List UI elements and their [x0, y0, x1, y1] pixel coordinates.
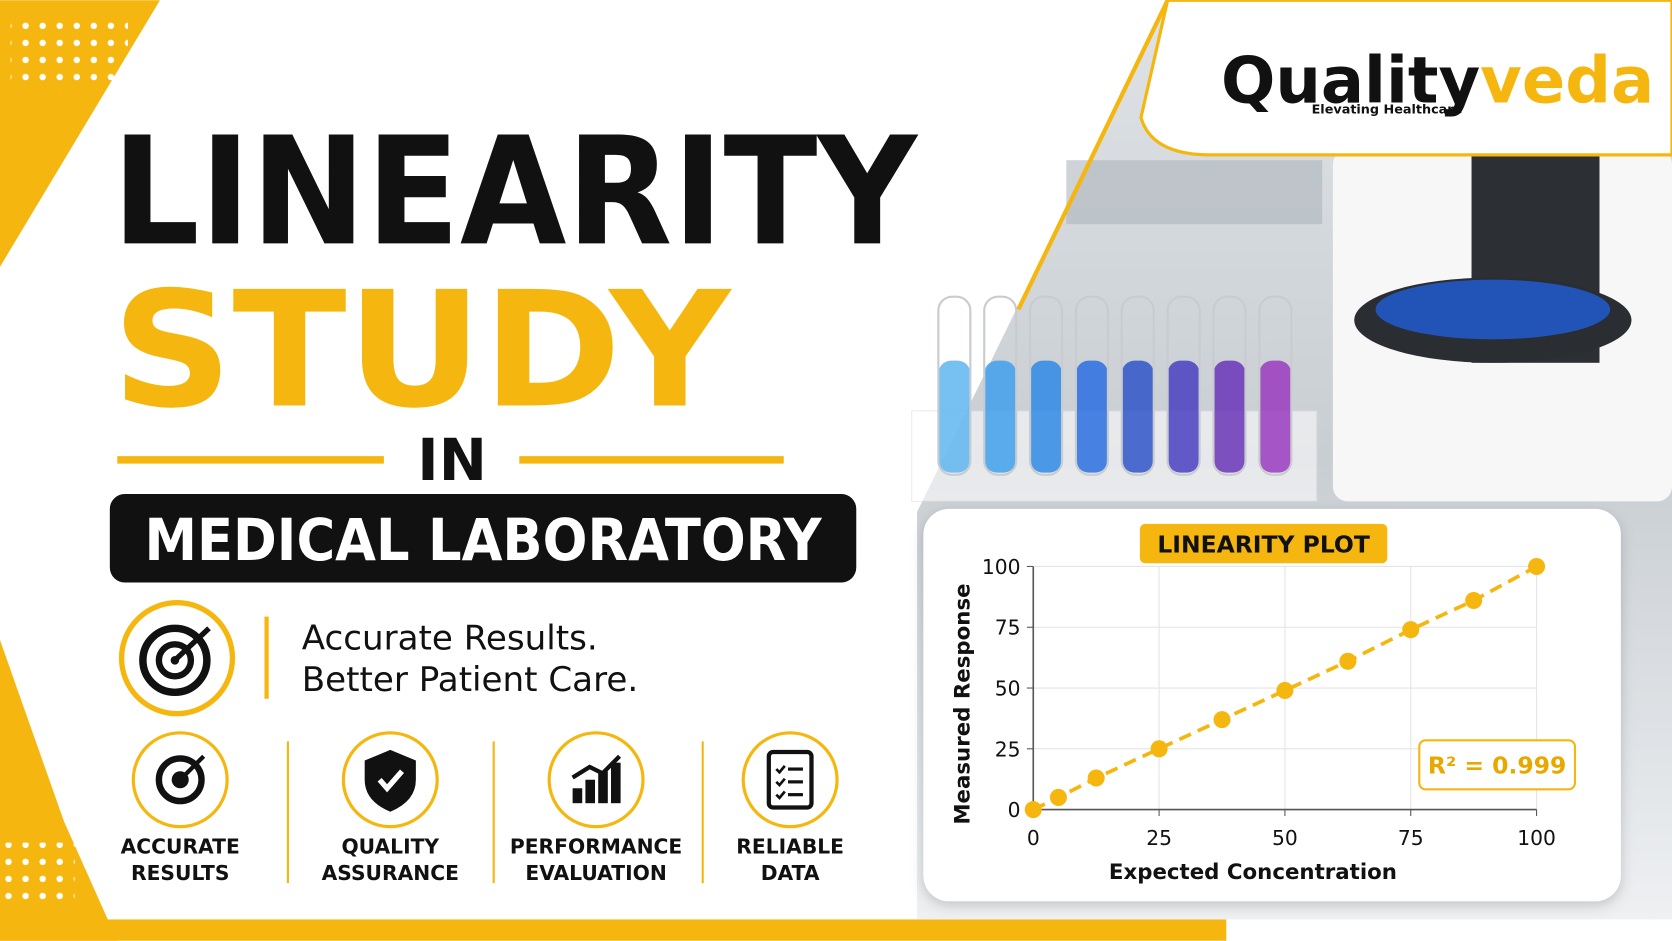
- annotation: R² = 0.999: [1428, 751, 1566, 779]
- icon: [598, 771, 608, 804]
- feature-label: RESULTS: [131, 861, 229, 885]
- annotation-box: [1418, 739, 1577, 791]
- feature: ACCURATE RESULTS: [121, 731, 240, 885]
- feature: QUALITY ASSURANCE: [322, 731, 459, 885]
- icon: [377, 769, 405, 793]
- feature-icon: [547, 731, 645, 829]
- tube: [1212, 295, 1247, 476]
- deco: [10, 16, 128, 91]
- feature-label: DATA: [761, 861, 820, 885]
- x-tick-label: 50: [1272, 826, 1298, 850]
- deco: [0, 842, 75, 907]
- y-tick-label: 50: [995, 676, 1021, 700]
- x-tick-label: 25: [1146, 826, 1172, 850]
- chart-panel: [923, 508, 1621, 902]
- data-point: [1049, 788, 1067, 806]
- y-tick-label: 0: [1008, 798, 1021, 822]
- tube-liquid: [938, 360, 971, 473]
- x-tick-label: 100: [1517, 826, 1556, 850]
- tube: [1166, 295, 1201, 476]
- y-tick-label: 25: [995, 737, 1021, 761]
- headline: STUDY: [112, 257, 733, 443]
- feature: PERFORMANCE EVALUATION: [510, 731, 682, 885]
- logo-tagline: Elevating Healthcare: [1312, 102, 1463, 117]
- feature: RELIABLE DATA: [736, 731, 844, 885]
- chart-title: LINEARITY PLOT: [1157, 531, 1370, 559]
- tube-liquid: [984, 360, 1017, 473]
- tube: [983, 295, 1018, 476]
- data-line: [1032, 564, 1538, 812]
- tube-liquid: [1075, 360, 1108, 473]
- data-point: [1402, 621, 1420, 639]
- tube-liquid: [1167, 360, 1200, 473]
- feature-label: ASSURANCE: [322, 861, 459, 885]
- feature-label: PERFORMANCE: [510, 834, 682, 858]
- feature-label: ACCURATE: [121, 834, 240, 858]
- icon: [775, 765, 786, 775]
- tube: [1074, 295, 1109, 476]
- icon: [775, 777, 786, 788]
- tube-liquid: [1121, 360, 1154, 473]
- data-point: [1465, 591, 1483, 610]
- icon: [155, 755, 205, 805]
- icon: [775, 790, 786, 800]
- data-point: [1528, 557, 1546, 575]
- icon: [585, 779, 596, 804]
- data-point: [1150, 740, 1168, 758]
- feature-label: QUALITY: [341, 834, 439, 858]
- icon: [611, 762, 621, 804]
- y-axis-label: Measured Response: [950, 583, 975, 824]
- tagline: Better Patient Care.: [302, 660, 638, 700]
- tube: [1258, 295, 1293, 476]
- x-axis-label: Expected Concentration: [1109, 860, 1397, 885]
- logo: Qualityveda Elevating Healthcare: [1139, 0, 1672, 157]
- y-tick-label: 75: [995, 616, 1021, 640]
- icon: [572, 788, 583, 804]
- tube: [1029, 295, 1064, 476]
- feature-label: EVALUATION: [525, 861, 666, 885]
- icon: [178, 754, 206, 782]
- logo-text: Qualityveda: [1221, 45, 1654, 119]
- tube-liquid: [1030, 360, 1063, 473]
- x-tick-label: 75: [1398, 826, 1424, 850]
- deco: [0, 919, 1227, 941]
- banner: [109, 493, 857, 583]
- headline: LINEARITY: [112, 105, 919, 279]
- data-point: [1087, 769, 1105, 787]
- feature-icon: [741, 731, 839, 829]
- tube: [1120, 295, 1155, 476]
- data-point: [1339, 652, 1357, 670]
- feature-label: RELIABLE: [736, 834, 844, 858]
- y-tick-label: 100: [982, 555, 1021, 579]
- data-point: [1024, 801, 1042, 819]
- tube-liquid: [1213, 360, 1246, 473]
- brand: Quality: [1221, 45, 1480, 119]
- icon: [766, 749, 814, 810]
- target-icon: [118, 600, 236, 717]
- tube-liquid: [1259, 360, 1292, 473]
- headline: MEDICAL LABORATORY: [144, 507, 822, 574]
- icon: [571, 754, 622, 780]
- tube: [937, 295, 972, 476]
- data-point: [1276, 681, 1294, 699]
- brand: veda: [1480, 45, 1654, 119]
- tagline: Accurate Results.: [302, 619, 598, 659]
- x-tick-label: 0: [1027, 826, 1040, 850]
- chart-title-box: [1139, 523, 1388, 564]
- headline: IN: [417, 427, 487, 494]
- data-point: [1213, 711, 1231, 729]
